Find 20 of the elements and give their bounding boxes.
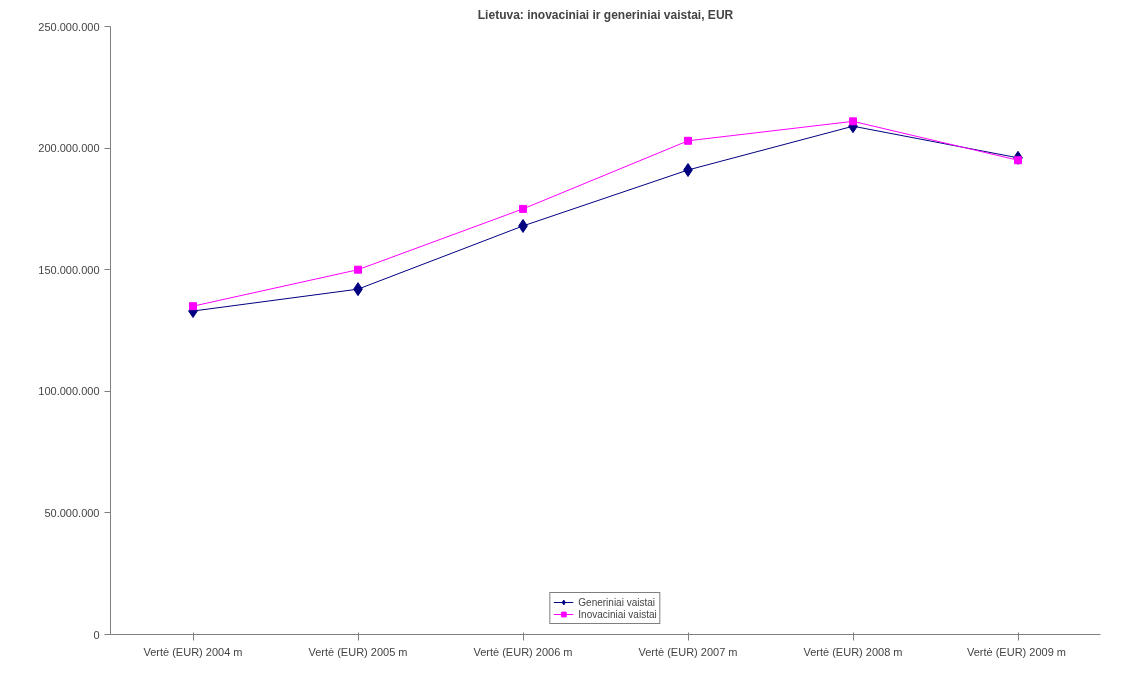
y-tick-label: 100.000.000 xyxy=(38,385,100,398)
y-tick-label: 200.000.000 xyxy=(38,142,100,155)
y-tick-label: 150.000.000 xyxy=(38,263,100,276)
x-tick-label: Vertė (EUR) 2006 m xyxy=(473,645,573,658)
point xyxy=(519,204,527,213)
point xyxy=(849,117,857,126)
x-tick-label: Vertė (EUR) 2008 m xyxy=(803,645,903,658)
x-tick-label: Vertė (EUR) 2005 m xyxy=(308,645,408,658)
point xyxy=(684,136,692,145)
y-tick-label: 50.000.000 xyxy=(44,506,100,519)
legend-label: Generiniai vaistai xyxy=(578,596,656,608)
y-tick-label: 0 xyxy=(93,628,100,641)
x-tick-label: Vertė (EUR) 2009 m xyxy=(966,645,1066,658)
x-tick-label: Vertė (EUR) 2004 m xyxy=(143,645,243,658)
legend-label: Inovaciniai vaistai xyxy=(578,608,657,620)
chart-title: Lietuva: inovaciniai ir generiniai vaistai, EUR xyxy=(477,7,734,22)
x-tick-label: Vertė (EUR) 2007 m xyxy=(638,645,738,658)
y-tick-label: 250.000.000 xyxy=(38,20,100,33)
point xyxy=(354,265,362,274)
point xyxy=(189,302,197,311)
